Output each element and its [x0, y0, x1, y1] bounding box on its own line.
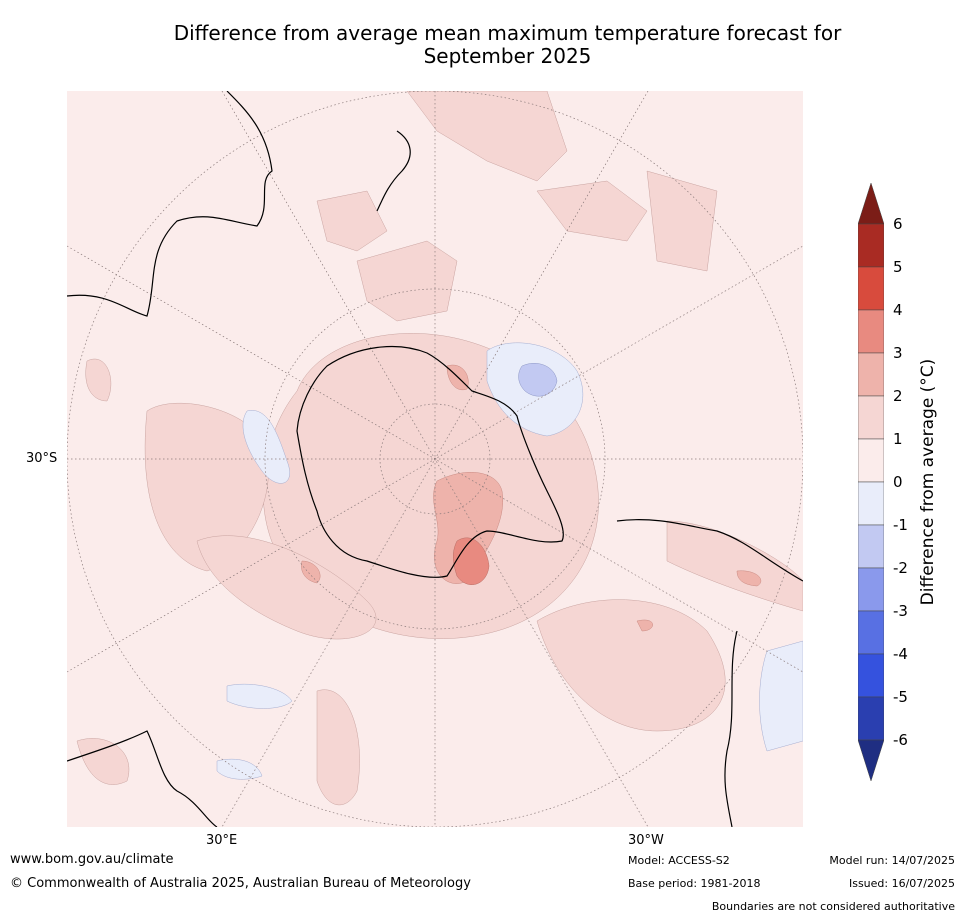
- colorbar-tick-label: 0: [893, 473, 903, 491]
- colorbar-tick-label: -5: [893, 688, 908, 706]
- title-line-1: Difference from average mean maximum tem…: [173, 21, 842, 45]
- footer-base-period: Base period: 1981-2018: [628, 877, 761, 890]
- footer-issued: Issued: 16/07/2025: [848, 877, 955, 890]
- footer-model-run: Model run: 14/07/2025: [829, 854, 955, 867]
- latitude-label: 30°S: [26, 451, 58, 466]
- colorbar-tick-label: 4: [893, 301, 903, 319]
- longitude-label-west: 30°W: [628, 833, 664, 848]
- footer-url: www.bom.gov.au/climate: [10, 852, 174, 867]
- colorbar: [858, 183, 884, 781]
- colorbar-tick-label: 6: [893, 215, 903, 233]
- coastlines: [67, 91, 803, 827]
- colorbar-segment: [858, 266, 884, 311]
- colorbar-segment: [858, 352, 884, 397]
- colorbar-segment: [858, 696, 884, 741]
- colorbar-tick-label: 5: [893, 258, 903, 276]
- footer-disclaimer: Boundaries are not considered authoritat…: [711, 900, 955, 913]
- colorbar-tick-label: -2: [893, 559, 908, 577]
- title-line-2: September 2025: [423, 44, 592, 68]
- longitude-label-east: 30°E: [206, 833, 238, 848]
- map-title: Difference from average mean maximum tem…: [0, 22, 965, 68]
- map-drawing: [67, 91, 803, 827]
- colorbar-tick-label: -6: [893, 731, 908, 749]
- colorbar-tick-label: -3: [893, 602, 908, 620]
- graticule: [67, 91, 803, 827]
- colorbar-tick-label: 1: [893, 430, 903, 448]
- colorbar-segment: [858, 223, 884, 268]
- colorbar-segment: [858, 653, 884, 698]
- colorbar-segment: [858, 567, 884, 612]
- colorbar-segment: [858, 183, 884, 225]
- colorbar-segment: [858, 395, 884, 440]
- forecast-map: [67, 91, 803, 827]
- footer-model: Model: ACCESS-S2: [628, 854, 730, 867]
- colorbar-title: Difference from average (°C): [918, 358, 938, 606]
- colorbar-tick-label: 3: [893, 344, 903, 362]
- footer-copyright: © Commonwealth of Australia 2025, Austra…: [10, 876, 471, 891]
- colorbar-tick-label: 2: [893, 387, 903, 405]
- colorbar-segment: [858, 524, 884, 569]
- anomaly-minus-1-to-minus-2-regions: [518, 363, 558, 397]
- colorbar-tick-label: -4: [893, 645, 908, 663]
- colorbar-segment: [858, 481, 884, 526]
- colorbar-segment: [858, 438, 884, 483]
- colorbar-segment: [858, 739, 884, 781]
- anomaly-3-to-4-regions: [453, 537, 490, 585]
- colorbar-segment: [858, 309, 884, 354]
- colorbar-segment: [858, 610, 884, 655]
- colorbar-tick-label: -1: [893, 516, 908, 534]
